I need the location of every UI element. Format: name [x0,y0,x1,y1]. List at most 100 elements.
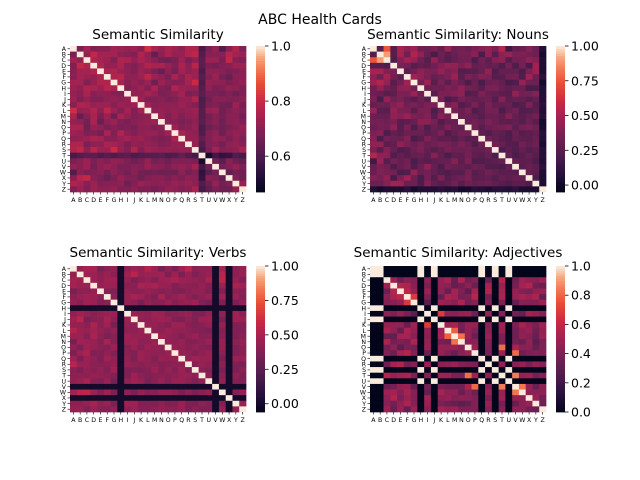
heatmap-cell [158,383,166,390]
heatmap-cell [437,96,445,103]
heatmap-cell [70,141,78,148]
heatmap-cell [205,175,213,182]
heatmap-cell [232,169,240,176]
heatmap-cell [110,389,118,396]
colorbar-segment [556,348,565,352]
heatmap-cell [83,79,91,86]
heatmap-cell [117,68,125,75]
colorbar-segment [556,399,565,403]
heatmap-cell [185,378,193,385]
heatmap-cell [164,406,172,413]
heatmap-cell [124,68,132,75]
column-tick-label: L [446,417,450,424]
heatmap-cell [178,68,186,75]
heatmap-cell [464,119,472,125]
column-tick-label: M [152,197,157,204]
heatmap-cell [403,310,411,317]
heatmap-cell [137,277,145,284]
heatmap-cell [239,158,247,165]
heatmap-cell [478,367,486,374]
heatmap-cell [525,361,533,368]
heatmap-cell [444,305,452,312]
heatmap-cell [539,163,547,170]
heatmap-cell [185,135,193,142]
colorbar: 0.000.250.500.751.00 [256,259,299,413]
heatmap-cell [458,90,466,97]
heatmap-cell [137,350,145,357]
heatmap-cell [124,57,132,64]
colorbar-segment [256,304,265,308]
heatmap-cell [130,344,139,351]
heatmap-cell [178,316,186,323]
heatmap-cell [512,85,520,92]
heatmap-cell [417,322,425,329]
colorbar-segment [556,140,565,144]
heatmap-cell [512,367,520,374]
heatmap-cell [417,90,425,97]
heatmap-cell [525,124,533,131]
heatmap-cell [225,361,233,368]
heatmap-cell [383,400,391,407]
heatmap-cell [451,277,459,284]
heatmap-cell [110,282,118,289]
heatmap-cell [417,367,425,374]
heatmap-cell [512,62,520,69]
heatmap-cell [97,288,105,295]
heatmap-cell [512,333,520,340]
heatmap-cell [430,79,439,86]
heatmap-cell [370,305,378,312]
heatmap-cell [370,107,378,114]
heatmap-cell [444,355,452,362]
heatmap-cell [471,96,479,103]
heatmap-cell [205,90,213,97]
heatmap-cell [424,266,432,272]
heatmap-cell [130,372,139,379]
heatmap-cell [397,175,405,182]
colorbar-segment [256,136,265,139]
heatmap-cell [370,344,378,351]
heatmap-cell [505,79,513,86]
heatmap-cell [130,158,139,165]
heatmap-cell [539,124,547,131]
colorbar-segment [556,182,565,186]
heatmap-cell [464,305,472,312]
heatmap-cell [471,339,479,345]
row-tick-label: U [61,158,66,165]
colorbar-segment [256,99,265,103]
heatmap-cell [464,107,472,114]
heatmap-cell [90,51,98,58]
heatmap-cell [76,310,84,317]
heatmap-cell [137,90,145,97]
heatmap-cell [430,46,439,52]
heatmap-cell [397,180,405,187]
heatmap-cell [218,180,227,187]
heatmap-cell [451,107,459,114]
heatmap-cell [370,119,378,125]
heatmap-cell [539,339,547,345]
heatmap-cell [376,90,384,97]
heatmap-cell [171,158,179,165]
heatmap-cell [117,406,125,413]
heatmap-cell [505,350,513,357]
heatmap-cell [130,327,139,334]
heatmap-cell [403,383,411,390]
heatmap-cell [437,344,445,351]
heatmap-cell [232,186,240,193]
heatmap-cell [151,355,159,362]
heatmap-cell [225,266,233,272]
heatmap-cell [110,288,118,295]
column-tick-label: G [412,197,417,204]
column-tick-label: H [118,417,123,424]
column-tick-label: M [452,197,457,204]
heatmap-cell [444,68,452,75]
heatmap-cell [518,339,527,345]
colorbar-tick-label: 0.50 [571,108,599,123]
heatmap-cell [198,299,206,306]
heatmap-cell [239,361,247,368]
heatmap-cell [383,124,391,131]
column-tick-label: H [418,197,423,204]
heatmap-cell [390,62,398,69]
heatmap-cell [185,395,193,402]
heatmap-cell [225,96,233,103]
heatmap-cell [110,271,118,278]
